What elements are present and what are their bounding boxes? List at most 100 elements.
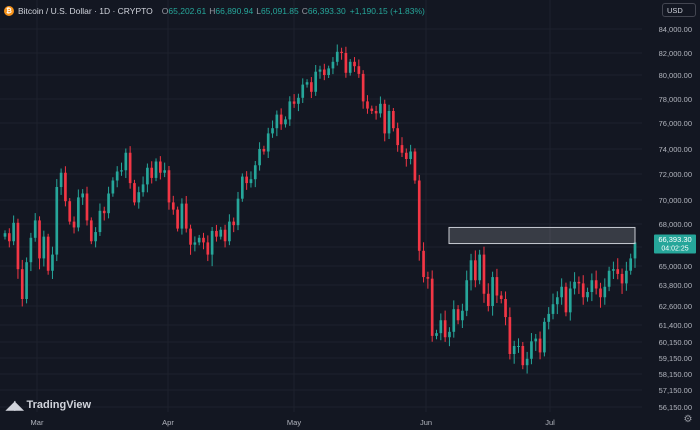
- candle-body[interactable]: [573, 281, 576, 289]
- candle-body[interactable]: [478, 254, 481, 281]
- candle-body[interactable]: [59, 172, 63, 187]
- candle-body[interactable]: [491, 277, 494, 306]
- candle-body[interactable]: [625, 270, 628, 284]
- candle-body[interactable]: [85, 193, 89, 221]
- candle-body[interactable]: [154, 161, 158, 178]
- candle-body[interactable]: [193, 242, 197, 245]
- candle-body[interactable]: [232, 221, 236, 226]
- candle-body[interactable]: [297, 97, 300, 104]
- candle-body[interactable]: [499, 295, 503, 300]
- candle-body[interactable]: [206, 242, 210, 255]
- candle-body[interactable]: [379, 103, 382, 114]
- candle-body[interactable]: [16, 222, 20, 270]
- candle-body[interactable]: [357, 66, 361, 74]
- candle-body[interactable]: [465, 280, 469, 311]
- candle-body[interactable]: [340, 51, 343, 53]
- candle-body[interactable]: [530, 341, 533, 359]
- candle-body[interactable]: [461, 310, 464, 321]
- candle-body[interactable]: [577, 281, 581, 284]
- candle-body[interactable]: [176, 209, 179, 229]
- candle-body[interactable]: [180, 203, 184, 229]
- symbol-title[interactable]: Bitcoin / U.S. Dollar · 1D · CRYPTO: [18, 6, 153, 16]
- candle-body[interactable]: [512, 346, 516, 354]
- candle-body[interactable]: [486, 293, 490, 306]
- candle-body[interactable]: [551, 304, 555, 314]
- candle-body[interactable]: [12, 222, 15, 242]
- candle-body[interactable]: [146, 167, 149, 185]
- currency-button[interactable]: USD: [662, 3, 696, 17]
- candle-body[interactable]: [72, 221, 76, 228]
- candle-body[interactable]: [38, 220, 41, 259]
- candle-body[interactable]: [167, 170, 171, 203]
- candle-body[interactable]: [594, 280, 598, 289]
- candle-body[interactable]: [245, 176, 248, 184]
- candle-body[interactable]: [7, 233, 11, 242]
- candle-body[interactable]: [508, 317, 512, 354]
- candle-body[interactable]: [318, 69, 322, 72]
- tradingview-logo[interactable]: ◢◣ TradingView: [6, 398, 91, 412]
- candle-body[interactable]: [314, 71, 318, 92]
- candle-body[interactable]: [64, 172, 67, 202]
- candle-body[interactable]: [240, 176, 244, 199]
- candle-body[interactable]: [422, 250, 425, 278]
- candle-body[interactable]: [249, 179, 253, 184]
- candle-body[interactable]: [228, 221, 231, 242]
- candle-body[interactable]: [163, 170, 166, 173]
- candle-body[interactable]: [361, 73, 365, 102]
- candle-body[interactable]: [301, 84, 305, 98]
- candle-body[interactable]: [253, 165, 257, 180]
- candle-body[interactable]: [150, 167, 154, 178]
- candle-body[interactable]: [495, 277, 499, 296]
- candle-body[interactable]: [616, 269, 620, 274]
- candle-body[interactable]: [564, 286, 568, 313]
- candle-body[interactable]: [137, 192, 141, 203]
- candle-body[interactable]: [331, 61, 335, 69]
- candle-body[interactable]: [171, 202, 175, 210]
- candle-body[interactable]: [629, 258, 633, 271]
- candle-body[interactable]: [599, 288, 602, 298]
- candle-body[interactable]: [370, 108, 374, 111]
- candle-body[interactable]: [258, 149, 261, 166]
- candle-body[interactable]: [612, 269, 615, 271]
- candle-body[interactable]: [89, 220, 93, 242]
- candle-body[interactable]: [271, 128, 274, 134]
- candle-body[interactable]: [284, 119, 287, 125]
- candle-body[interactable]: [236, 198, 240, 226]
- candle-body[interactable]: [102, 210, 106, 214]
- candle-body[interactable]: [534, 338, 538, 342]
- candle-body[interactable]: [538, 338, 542, 353]
- candle-body[interactable]: [305, 82, 309, 85]
- candle-body[interactable]: [159, 161, 162, 173]
- candle-body[interactable]: [409, 151, 412, 160]
- candle-body[interactable]: [348, 61, 352, 73]
- candle-body[interactable]: [344, 53, 348, 73]
- candle-body[interactable]: [456, 309, 460, 321]
- candle-body[interactable]: [633, 242, 637, 259]
- candle-body[interactable]: [396, 128, 400, 146]
- candle-body[interactable]: [219, 229, 223, 237]
- candle-body[interactable]: [107, 193, 110, 214]
- candle-body[interactable]: [521, 346, 525, 366]
- resistance-zone-rectangle[interactable]: [448, 226, 636, 245]
- candle-body[interactable]: [417, 180, 421, 251]
- candle-body[interactable]: [202, 237, 205, 243]
- candle-body[interactable]: [98, 210, 102, 233]
- candle-body[interactable]: [474, 260, 477, 281]
- candle-body[interactable]: [310, 82, 313, 92]
- candle-body[interactable]: [262, 149, 266, 152]
- candle-body[interactable]: [20, 269, 24, 299]
- candle-body[interactable]: [42, 236, 46, 259]
- candle-body[interactable]: [215, 230, 218, 237]
- candle-body[interactable]: [568, 288, 572, 313]
- candle-body[interactable]: [439, 320, 443, 334]
- candle-body[interactable]: [590, 280, 594, 292]
- candle-body[interactable]: [33, 220, 37, 238]
- candle-body[interactable]: [603, 286, 607, 298]
- candle-body[interactable]: [124, 152, 128, 171]
- candle-body[interactable]: [81, 193, 85, 198]
- candle-body[interactable]: [517, 346, 520, 347]
- candle-body[interactable]: [620, 273, 624, 284]
- candle-body[interactable]: [586, 292, 589, 298]
- candle-body[interactable]: [452, 309, 456, 332]
